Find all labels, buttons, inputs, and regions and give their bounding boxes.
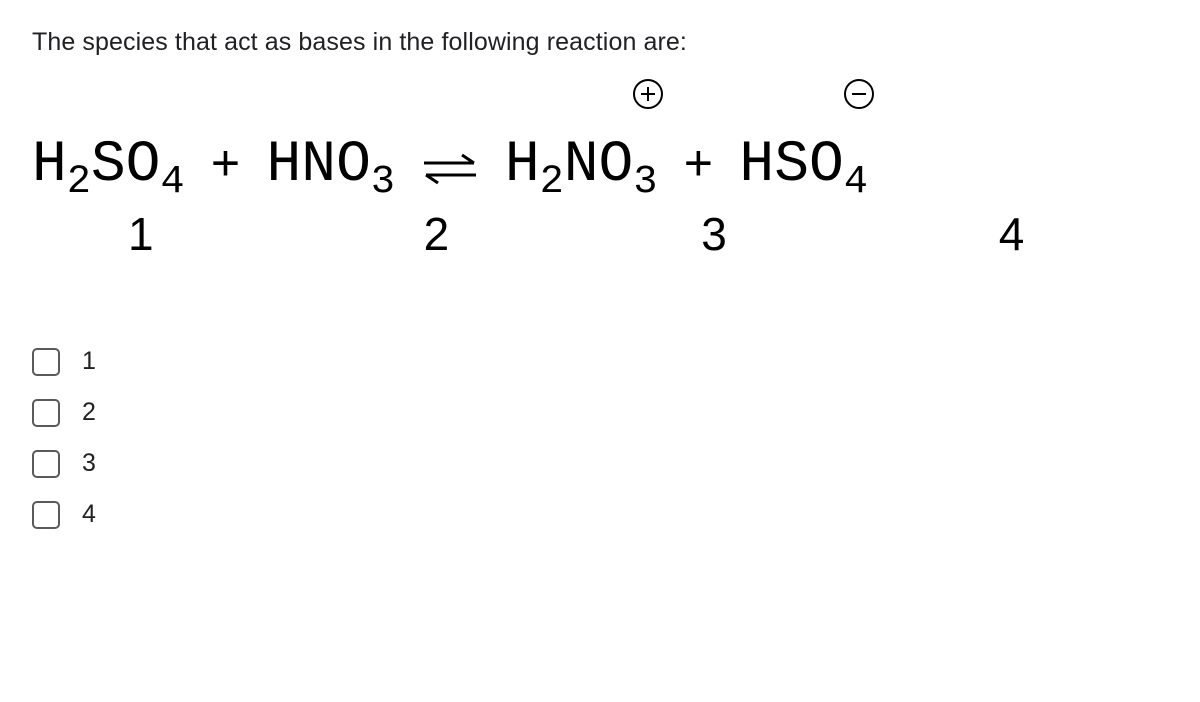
option-3-label: 3 xyxy=(82,449,96,478)
species-labels: 1 2 3 4 xyxy=(32,207,1168,261)
species-3-part-b: NO xyxy=(564,137,634,195)
checkbox-2[interactable] xyxy=(32,399,60,427)
species-2-sub-a: 3 xyxy=(371,163,395,203)
species-1-sub-a: 2 xyxy=(67,163,91,203)
checkbox-1[interactable] xyxy=(32,348,60,376)
question-prompt: The species that act as bases in the fol… xyxy=(32,28,1168,57)
equilibrium-arrow xyxy=(415,149,485,189)
option-4-label: 4 xyxy=(82,500,96,529)
species-2: HNO 3 xyxy=(266,137,394,195)
option-1[interactable]: 1 xyxy=(32,347,1168,376)
plus-operator-2: + xyxy=(683,143,713,193)
equilibrium-icon xyxy=(420,149,480,189)
answer-options: 1 2 3 4 xyxy=(32,347,1168,529)
equation: H 2 SO 4 + HNO 3 xyxy=(32,137,1168,307)
species-4-sub-a: 4 xyxy=(844,163,868,203)
option-2-label: 2 xyxy=(82,398,96,427)
plus-operator-1: + xyxy=(210,143,240,193)
species-3-sub-a: 2 xyxy=(540,163,564,203)
checkbox-3[interactable] xyxy=(32,450,60,478)
label-1: 1 xyxy=(128,207,154,261)
minus-charge-icon xyxy=(844,79,874,109)
species-2-part-a: HNO xyxy=(266,137,370,195)
species-4: HSO 4 xyxy=(739,137,867,195)
species-1-part-b: SO xyxy=(91,137,161,195)
species-1: H 2 SO 4 xyxy=(32,137,184,195)
label-3: 3 xyxy=(701,207,727,261)
option-3[interactable]: 3 xyxy=(32,449,1168,478)
question-container: The species that act as bases in the fol… xyxy=(0,0,1200,579)
label-2: 2 xyxy=(424,207,450,261)
species-4-part-a: HSO xyxy=(739,137,843,195)
option-4[interactable]: 4 xyxy=(32,500,1168,529)
plus-charge-icon xyxy=(633,79,663,109)
label-4: 4 xyxy=(999,207,1025,261)
species-3-sub-b: 3 xyxy=(633,163,657,203)
option-1-label: 1 xyxy=(82,347,96,376)
species-1-part-a: H xyxy=(32,137,67,195)
checkbox-4[interactable] xyxy=(32,501,60,529)
option-2[interactable]: 2 xyxy=(32,398,1168,427)
equation-row: H 2 SO 4 + HNO 3 xyxy=(32,137,1168,195)
species-3: H 2 NO 3 xyxy=(505,137,657,195)
species-1-sub-b: 4 xyxy=(160,163,184,203)
species-3-part-a: H xyxy=(505,137,540,195)
